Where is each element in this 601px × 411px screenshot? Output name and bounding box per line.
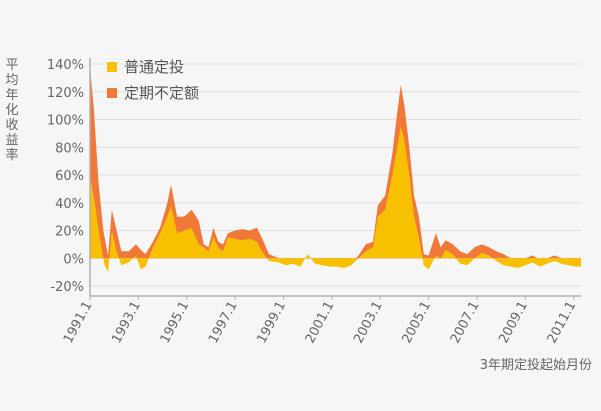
x-tick-label: 1997.1 xyxy=(206,299,241,346)
y-tick-label: 100% xyxy=(47,114,84,129)
x-tick-label: 2011.1 xyxy=(545,299,580,346)
y-axis-title-char: 均 xyxy=(5,73,19,88)
x-tick-label: 1993.1 xyxy=(109,299,144,346)
y-axis-title: 平均年化收益率 xyxy=(4,58,20,163)
y-tick-label: 0% xyxy=(63,252,84,267)
y-axis-title-char: 化 xyxy=(5,103,19,118)
y-tick-label: 80% xyxy=(55,141,84,156)
x-tick-label: 1999.1 xyxy=(254,299,289,346)
legend-swatch-regular xyxy=(107,62,117,72)
x-tick-label: 2001.1 xyxy=(303,299,338,346)
y-tick-label: 40% xyxy=(55,197,84,212)
legend: 普通定投 定期不定额 xyxy=(107,58,199,102)
y-tick-labels: 140% 120% 100% 80% 60% 40% 20% 0% -20% xyxy=(47,58,84,295)
x-tick-label: 2003.1 xyxy=(351,299,386,346)
x-tick-label: 2005.1 xyxy=(400,299,435,346)
x-tick-label: 2007.1 xyxy=(448,299,483,346)
x-axis-title: 3年期定投起始月份 xyxy=(480,357,592,373)
y-axis-title-char: 平 xyxy=(5,58,19,73)
y-axis-title-char: 收 xyxy=(5,118,19,133)
y-axis-title-char: 益 xyxy=(5,133,19,148)
area-series xyxy=(90,126,581,273)
x-tick-label: 2009.1 xyxy=(496,299,531,346)
y-tick-label: 140% xyxy=(47,58,84,73)
legend-label-variable: 定期不定额 xyxy=(124,84,199,102)
legend-swatch-variable xyxy=(107,88,117,98)
axes xyxy=(89,58,581,300)
x-tick-label: 1991.1 xyxy=(61,299,96,346)
y-tick-label: 60% xyxy=(55,169,84,184)
x-tick-label: 1995.1 xyxy=(158,299,193,346)
y-axis-title-char: 年 xyxy=(5,88,19,103)
y-axis-title-char: 率 xyxy=(5,148,19,163)
x-tick-labels: 1991.1 1993.1 1995.1 1997.1 1999.1 2001.1 2003… xyxy=(61,299,579,346)
legend-label-regular: 普通定投 xyxy=(124,58,184,76)
y-tick-label: 20% xyxy=(55,225,84,240)
y-tick-label: -20% xyxy=(50,280,84,295)
y-tick-label: 120% xyxy=(47,86,84,101)
